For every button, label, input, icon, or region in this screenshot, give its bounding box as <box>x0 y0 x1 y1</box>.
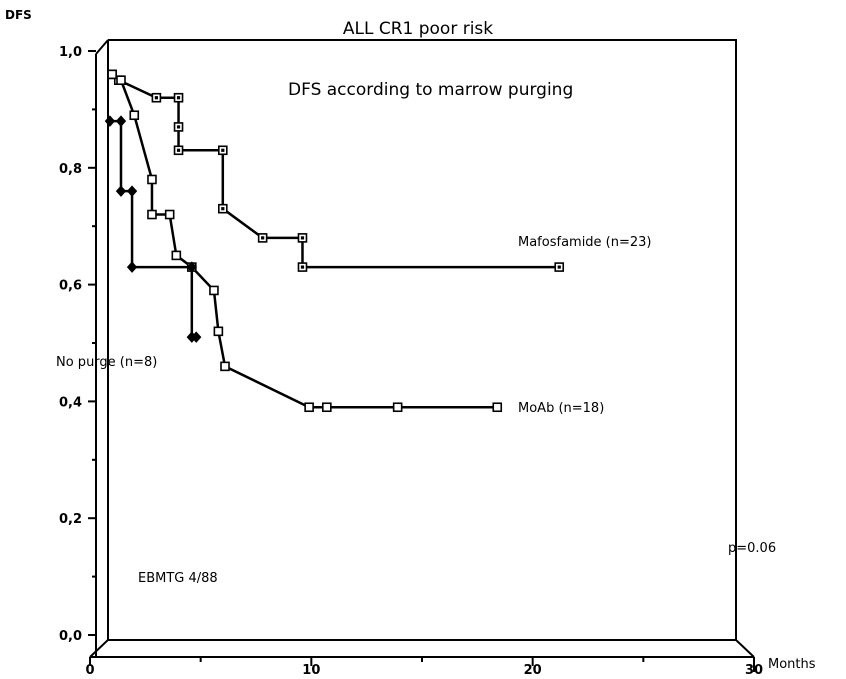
moab-point <box>392 402 403 413</box>
mafosfamide-point-center <box>154 96 158 100</box>
x-tick-label: 20 <box>524 663 542 674</box>
moab-point <box>107 69 117 80</box>
moab-point <box>492 402 503 413</box>
plot-frame-top <box>89 40 109 658</box>
x-tick-label: 30 <box>745 663 763 674</box>
x-tick-label: 0 <box>85 663 94 674</box>
no-purge-point <box>126 185 138 197</box>
plot-frame-box <box>108 39 737 640</box>
moab-point <box>164 209 175 220</box>
mafosfamide-point-center <box>557 265 561 269</box>
moab-point <box>304 402 314 413</box>
x-axis-label: Months <box>768 657 816 672</box>
no-purge-point <box>115 185 127 197</box>
chart-title: ALL CR1 poor risk <box>343 19 493 39</box>
moab-point <box>171 250 182 261</box>
mafosfamide-point-center <box>221 148 225 152</box>
y-axis-label: DFS <box>5 8 32 22</box>
mafosfamide-point-center <box>176 148 181 152</box>
series-group <box>104 69 565 413</box>
moab-point <box>213 326 224 337</box>
no-purge-point <box>126 261 138 273</box>
mafosfamide-point-center <box>221 207 225 211</box>
x-tick-label: 10 <box>302 663 320 674</box>
plot-frame-top-left-slant <box>95 39 109 55</box>
y-tick-label: 0,6 <box>59 279 82 294</box>
y-tick-label: 0,0 <box>59 629 82 644</box>
y-tick-label: 0,8 <box>59 162 82 177</box>
moab-point <box>147 209 157 220</box>
no-purge-point <box>104 115 116 127</box>
mafosfamide-point-center <box>176 125 181 129</box>
series-line <box>109 119 197 339</box>
no-purge-point <box>186 261 197 273</box>
y-tick-label: 0,2 <box>59 512 82 527</box>
mafosfamide-point-center <box>300 265 305 269</box>
series-line <box>111 73 560 269</box>
series-label-moab: MoAb (n=18) <box>518 401 604 416</box>
moab-point <box>129 110 140 121</box>
no-purge-point <box>191 331 202 343</box>
mafosfamide-point-center <box>300 236 305 240</box>
moab-point <box>147 174 157 185</box>
study-annotation: EBMTG 4/88 <box>138 571 218 586</box>
series-label-mafosfamide: Mafosfamide (n=23) <box>518 235 652 250</box>
y-tick-label: 0,4 <box>59 395 82 410</box>
moab-point <box>209 285 219 296</box>
moab-point <box>220 361 230 372</box>
no-purge-point <box>115 115 127 127</box>
x-axis-right-slant <box>735 639 755 658</box>
mafosfamide-point-center <box>176 96 181 100</box>
mafosfamide-point-center <box>261 236 265 240</box>
chart-subtitle: DFS according to marrow purging <box>288 80 573 100</box>
moab-point <box>116 75 126 85</box>
moab-point <box>322 402 332 413</box>
series-label-no-purge: No purge (n=8) <box>56 355 157 370</box>
ticks-group: 0,0 0,2 0,4 0,6 0,8 1,0 0 10 20 30 <box>59 45 763 678</box>
pvalue-annotation: p=0.06 <box>728 541 776 556</box>
y-tick-label: 1,0 <box>59 45 82 60</box>
